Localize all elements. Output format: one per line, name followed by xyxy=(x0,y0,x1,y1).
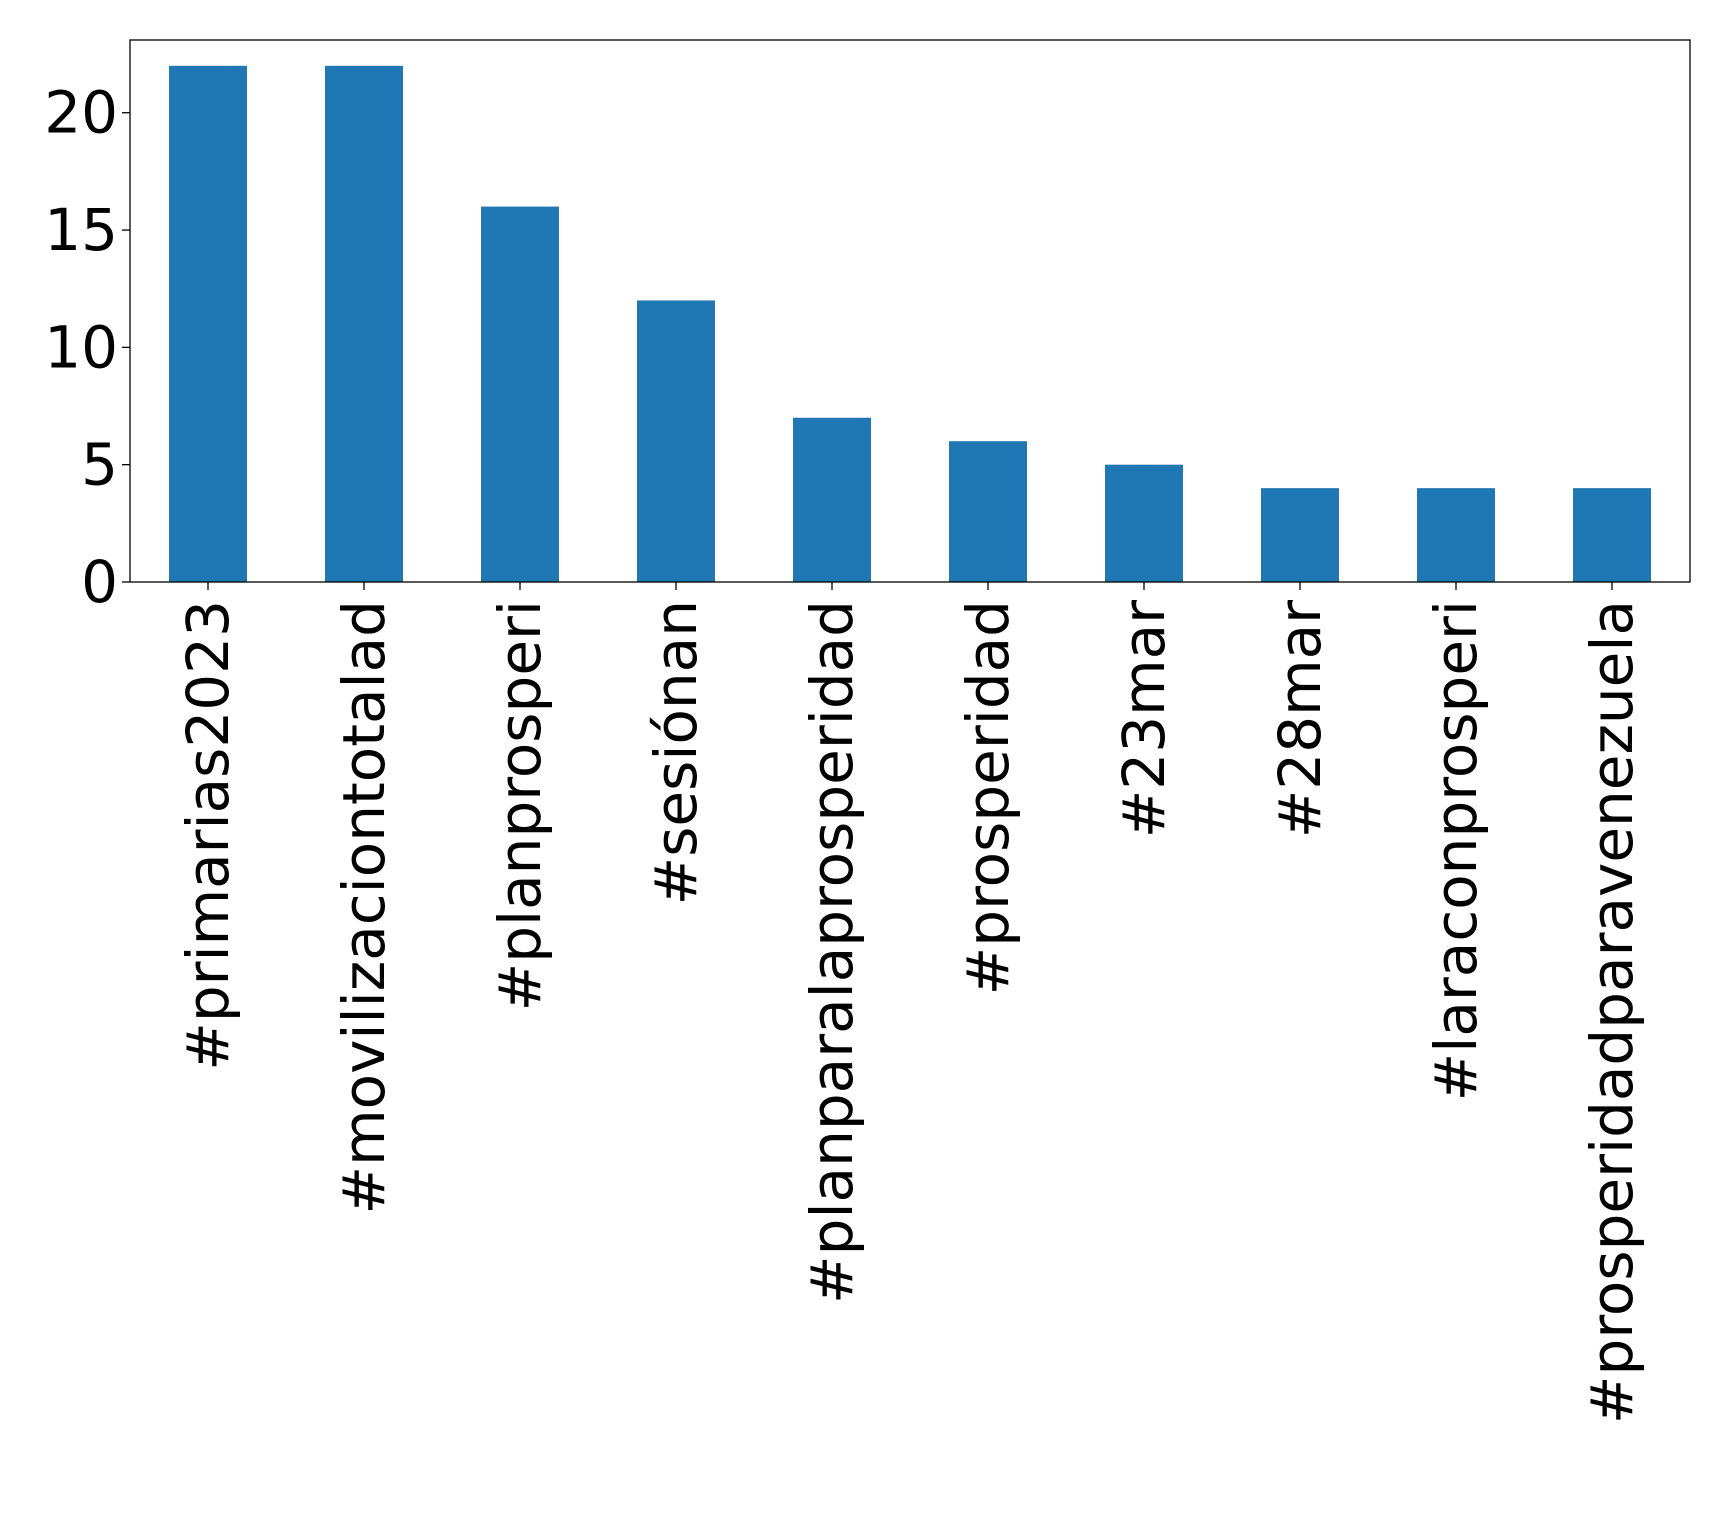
y-tick-label: 5 xyxy=(81,431,118,499)
bar-5 xyxy=(949,441,1027,582)
plot-frame xyxy=(129,39,1691,583)
x-tick-label: #planparalaprosperidad xyxy=(798,600,866,1304)
y-tick-label: 0 xyxy=(81,548,118,616)
x-axis: #primarias2023 #movilizaciontotalad #planp… xyxy=(174,582,1646,1424)
bar-8 xyxy=(1417,488,1495,582)
y-axis: 0 5 10 15 20 xyxy=(44,79,130,616)
bar-9 xyxy=(1573,488,1651,582)
bars-layer xyxy=(169,65,1651,583)
x-tick-label: #primarias2023 xyxy=(174,600,242,1071)
x-tick-label: #prosperidadparavenezuela xyxy=(1578,600,1646,1424)
bar-0 xyxy=(169,65,247,583)
bar-3 xyxy=(637,300,715,582)
x-tick-label: #23mar xyxy=(1110,600,1178,838)
bar-4 xyxy=(793,417,871,582)
x-tick-label: #planprosperi xyxy=(486,600,554,1011)
y-tick-label: 15 xyxy=(44,196,118,264)
bar-1 xyxy=(325,65,403,583)
y-tick-label: 20 xyxy=(44,79,118,147)
x-tick-label: #movilizaciontotalad xyxy=(330,600,398,1214)
x-tick-label: #28mar xyxy=(1266,600,1334,838)
bar-7 xyxy=(1261,488,1339,582)
x-tick-label: #sesiónan xyxy=(642,600,710,905)
bar-6 xyxy=(1105,464,1183,582)
y-tick-label: 10 xyxy=(44,313,118,381)
x-tick-label: #laraconprosperi xyxy=(1422,600,1490,1101)
x-tick-label: #prosperidad xyxy=(954,600,1022,995)
bar-2 xyxy=(481,206,559,582)
